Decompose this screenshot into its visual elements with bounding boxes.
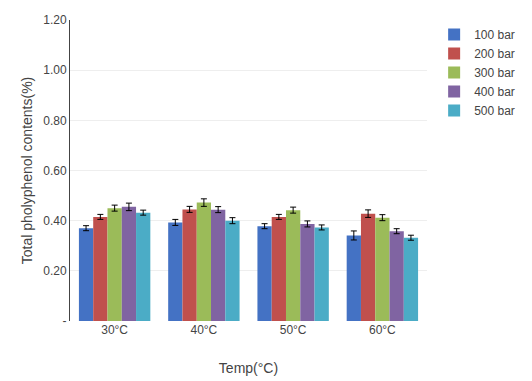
svg-text:Total pholyphenol contents(%): Total pholyphenol contents(%): [19, 77, 35, 265]
svg-text:400 bar: 400 bar: [474, 85, 515, 99]
svg-text:60°C: 60°C: [369, 323, 396, 337]
svg-text:50°C: 50°C: [280, 323, 307, 337]
svg-text:0.20: 0.20: [43, 264, 67, 278]
svg-text:200 bar: 200 bar: [474, 47, 515, 61]
svg-text:-: -: [63, 314, 67, 328]
svg-text:500 bar: 500 bar: [474, 104, 515, 118]
svg-text:100 bar: 100 bar: [474, 28, 515, 42]
svg-text:Temp(°C): Temp(°C): [219, 360, 278, 376]
svg-text:30°C: 30°C: [101, 323, 128, 337]
svg-text:1.20: 1.20: [43, 13, 67, 27]
svg-text:40°C: 40°C: [190, 323, 217, 337]
svg-text:300 bar: 300 bar: [474, 66, 515, 80]
svg-text:0.60: 0.60: [43, 164, 67, 178]
svg-text:0.80: 0.80: [43, 114, 67, 128]
svg-text:0.40: 0.40: [43, 214, 67, 228]
svg-text:1.00: 1.00: [43, 63, 67, 77]
